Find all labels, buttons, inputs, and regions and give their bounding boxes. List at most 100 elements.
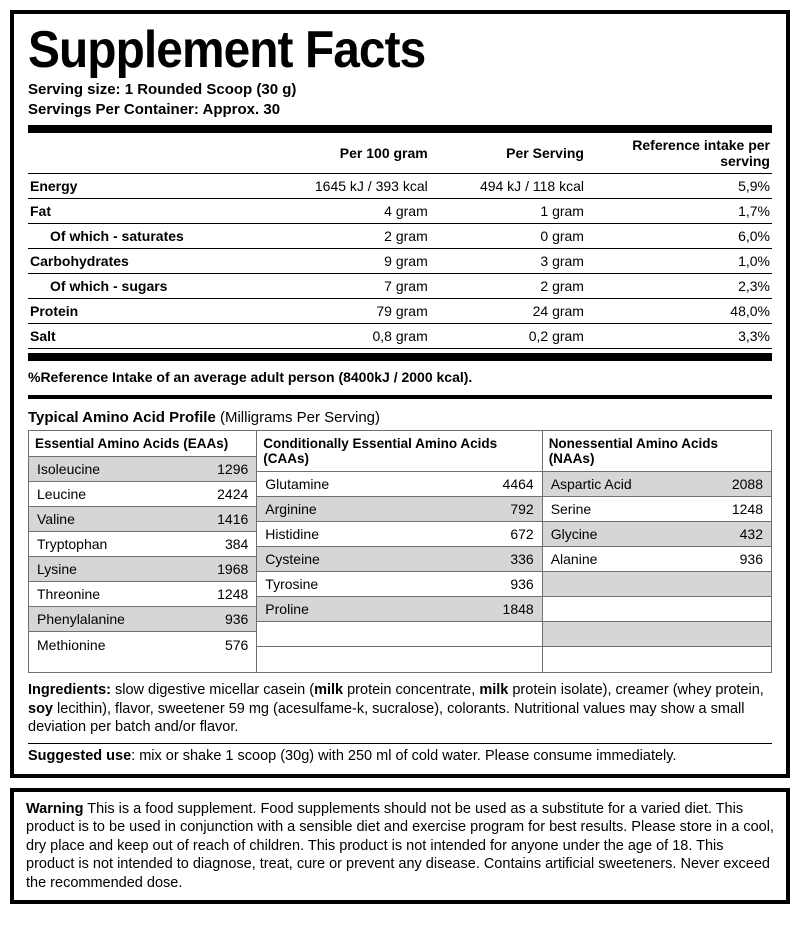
amino-name: Lysine — [37, 561, 77, 577]
amino-row: Methionine 576 — [29, 632, 256, 657]
per-serving-value: 0 gram — [430, 224, 586, 249]
ri-value: 3,3% — [586, 324, 772, 349]
amino-value: 936 — [740, 551, 763, 567]
servings-per-container-label: Servings Per Container: — [28, 101, 199, 118]
per-serving-value: 494 kJ / 118 kcal — [430, 174, 586, 199]
amino-name: Isoleucine — [37, 461, 100, 477]
servings-per-container-line: Servings Per Container: Approx. 30 — [28, 100, 772, 120]
amino-row: Alanine 936 — [543, 547, 771, 572]
amino-value: 2424 — [217, 486, 248, 502]
amino-column: Essential Amino Acids (EAAs) Isoleucine 12… — [29, 431, 257, 672]
amino-name: Aspartic Acid — [551, 476, 632, 492]
amino-row — [543, 647, 771, 672]
amino-value: 576 — [225, 637, 248, 653]
reference-intake-note: %Reference Intake of an average adult pe… — [28, 369, 772, 385]
ri-value: 6,0% — [586, 224, 772, 249]
per-serving-value: 2 gram — [430, 274, 586, 299]
page-title: Supplement Facts — [28, 24, 712, 76]
amino-row: Tyrosine936 — [257, 572, 541, 597]
nutrient-name: Of which - saturates — [28, 224, 251, 249]
nutrition-row: Of which - saturates2 gram0 gram6,0% — [28, 224, 772, 249]
amino-row: Cysteine336 — [257, 547, 541, 572]
amino-name: Proline — [265, 601, 309, 617]
amino-row: Arginine792 — [257, 497, 541, 522]
amino-name: Glutamine — [265, 476, 329, 492]
serving-size-label: Serving size: — [28, 81, 121, 98]
amino-value: 2088 — [732, 476, 763, 492]
serving-size-value: 1 Rounded Scoop (30 g) — [125, 81, 297, 98]
amino-row: Threonine1248 — [29, 582, 256, 607]
nutrition-row: Of which - sugars7 gram2 gram2,3% — [28, 274, 772, 299]
amino-name: Leucine — [37, 486, 86, 502]
servings-per-container-value: Approx. 30 — [203, 101, 281, 118]
amino-row — [257, 647, 541, 672]
amino-value: 936 — [225, 611, 248, 627]
amino-name: Serine — [551, 501, 591, 517]
col-header-perserving: Per Serving — [430, 133, 586, 174]
per-serving-value: 1 gram — [430, 199, 586, 224]
warning-text: This is a food supplement. Food suppleme… — [26, 801, 774, 891]
nutrition-table: Per 100 gram Per Serving Reference intak… — [28, 133, 772, 349]
per-100g-value: 7 gram — [251, 274, 430, 299]
warning-panel: Warning This is a food supplement. Food … — [10, 788, 790, 905]
amino-column-header: Essential Amino Acids (EAAs) — [29, 431, 256, 457]
per-100g-value: 1645 kJ / 393 kcal — [251, 174, 430, 199]
amino-name: Alanine — [551, 551, 598, 567]
nutrition-row: Salt0,8 gram0,2 gram3,3% — [28, 324, 772, 349]
nutrition-row: Energy1645 kJ / 393 kcal494 kJ / 118 kca… — [28, 174, 772, 199]
amino-value: 1296 — [217, 461, 248, 477]
nutrition-row: Protein79 gram24 gram48,0% — [28, 299, 772, 324]
divider-thick — [28, 353, 772, 361]
amino-column: Conditionally Essential Amino Acids (CAA… — [257, 431, 542, 672]
amino-row: Lysine 1968 — [29, 557, 256, 582]
amino-name: Phenylalanine — [37, 611, 125, 627]
nutrient-name: Fat — [28, 199, 251, 224]
amino-title-bold: Typical Amino Acid Profile — [28, 409, 216, 426]
nutrition-row: Carbohydrates9 gram3 gram1,0% — [28, 249, 772, 274]
amino-row: Phenylalanine 936 — [29, 607, 256, 632]
amino-row — [543, 622, 771, 647]
amino-title-rest: (Milligrams Per Serving) — [216, 409, 380, 426]
suggested-use-label: Suggested use — [28, 748, 131, 764]
amino-row: Glutamine 4464 — [257, 472, 541, 497]
nutrient-name: Energy — [28, 174, 251, 199]
per-100g-value: 4 gram — [251, 199, 430, 224]
per-serving-value: 3 gram — [430, 249, 586, 274]
amino-name: Tryptophan — [37, 536, 107, 552]
amino-value: 1248 — [217, 586, 248, 602]
ingredients-label: Ingredients: — [28, 682, 111, 698]
ingredients-text: Ingredients: slow digestive micellar cas… — [28, 681, 772, 737]
amino-column-header: Conditionally Essential Amino Acids (CAA… — [257, 431, 541, 472]
ri-value: 48,0% — [586, 299, 772, 324]
ri-value: 1,7% — [586, 199, 772, 224]
col-header-empty — [28, 133, 251, 174]
amino-value: 384 — [225, 536, 248, 552]
amino-acid-table: Essential Amino Acids (EAAs) Isoleucine 12… — [28, 430, 772, 673]
nutrient-name: Salt — [28, 324, 251, 349]
amino-name: Arginine — [265, 501, 316, 517]
col-header-ri: Reference intake per serving — [586, 133, 772, 174]
amino-row: Tryptophan 384 — [29, 532, 256, 557]
divider-thick — [28, 125, 772, 133]
amino-row: Aspartic Acid 2088 — [543, 472, 771, 497]
amino-value: 336 — [510, 551, 533, 567]
per-100g-value: 0,8 gram — [251, 324, 430, 349]
amino-row: Glycine432 — [543, 522, 771, 547]
amino-row: Valine1416 — [29, 507, 256, 532]
supplement-facts-panel: Supplement Facts Serving size: 1 Rounded… — [10, 10, 790, 778]
amino-row — [257, 622, 541, 647]
amino-row: Isoleucine 1296 — [29, 457, 256, 482]
amino-value: 936 — [510, 576, 533, 592]
per-serving-value: 0,2 gram — [430, 324, 586, 349]
amino-value: 1848 — [503, 601, 534, 617]
amino-value: 1968 — [217, 561, 248, 577]
nutrition-header-row: Per 100 gram Per Serving Reference intak… — [28, 133, 772, 174]
amino-name: Methionine — [37, 637, 106, 653]
amino-value: 4464 — [503, 476, 534, 492]
nutrition-row: Fat4 gram1 gram1,7% — [28, 199, 772, 224]
amino-name: Glycine — [551, 526, 598, 542]
ri-value: 5,9% — [586, 174, 772, 199]
per-serving-value: 24 gram — [430, 299, 586, 324]
nutrient-name: Protein — [28, 299, 251, 324]
amino-name: Histidine — [265, 526, 319, 542]
